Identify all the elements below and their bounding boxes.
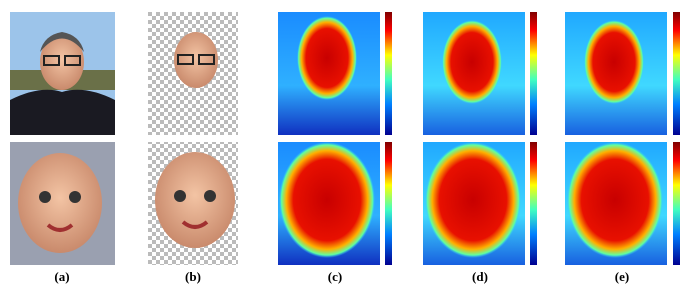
photo-baby xyxy=(10,142,115,265)
panel-label: (d) xyxy=(472,269,488,284)
heatmap-e2 xyxy=(565,142,680,265)
heatmap-c1 xyxy=(278,12,392,135)
panel-label: (a) xyxy=(54,269,69,284)
heatmap-d1 xyxy=(423,12,537,135)
heatmap-d2 xyxy=(423,142,537,265)
segmented-baby xyxy=(148,142,238,265)
panel-label: (c) xyxy=(328,269,342,284)
panel-label: (b) xyxy=(185,269,201,284)
heatmap-c2 xyxy=(278,142,392,265)
panel-label: (e) xyxy=(615,269,629,284)
photo-man xyxy=(10,12,115,135)
segmented-man xyxy=(148,12,238,135)
heatmap-e1 xyxy=(565,12,680,135)
